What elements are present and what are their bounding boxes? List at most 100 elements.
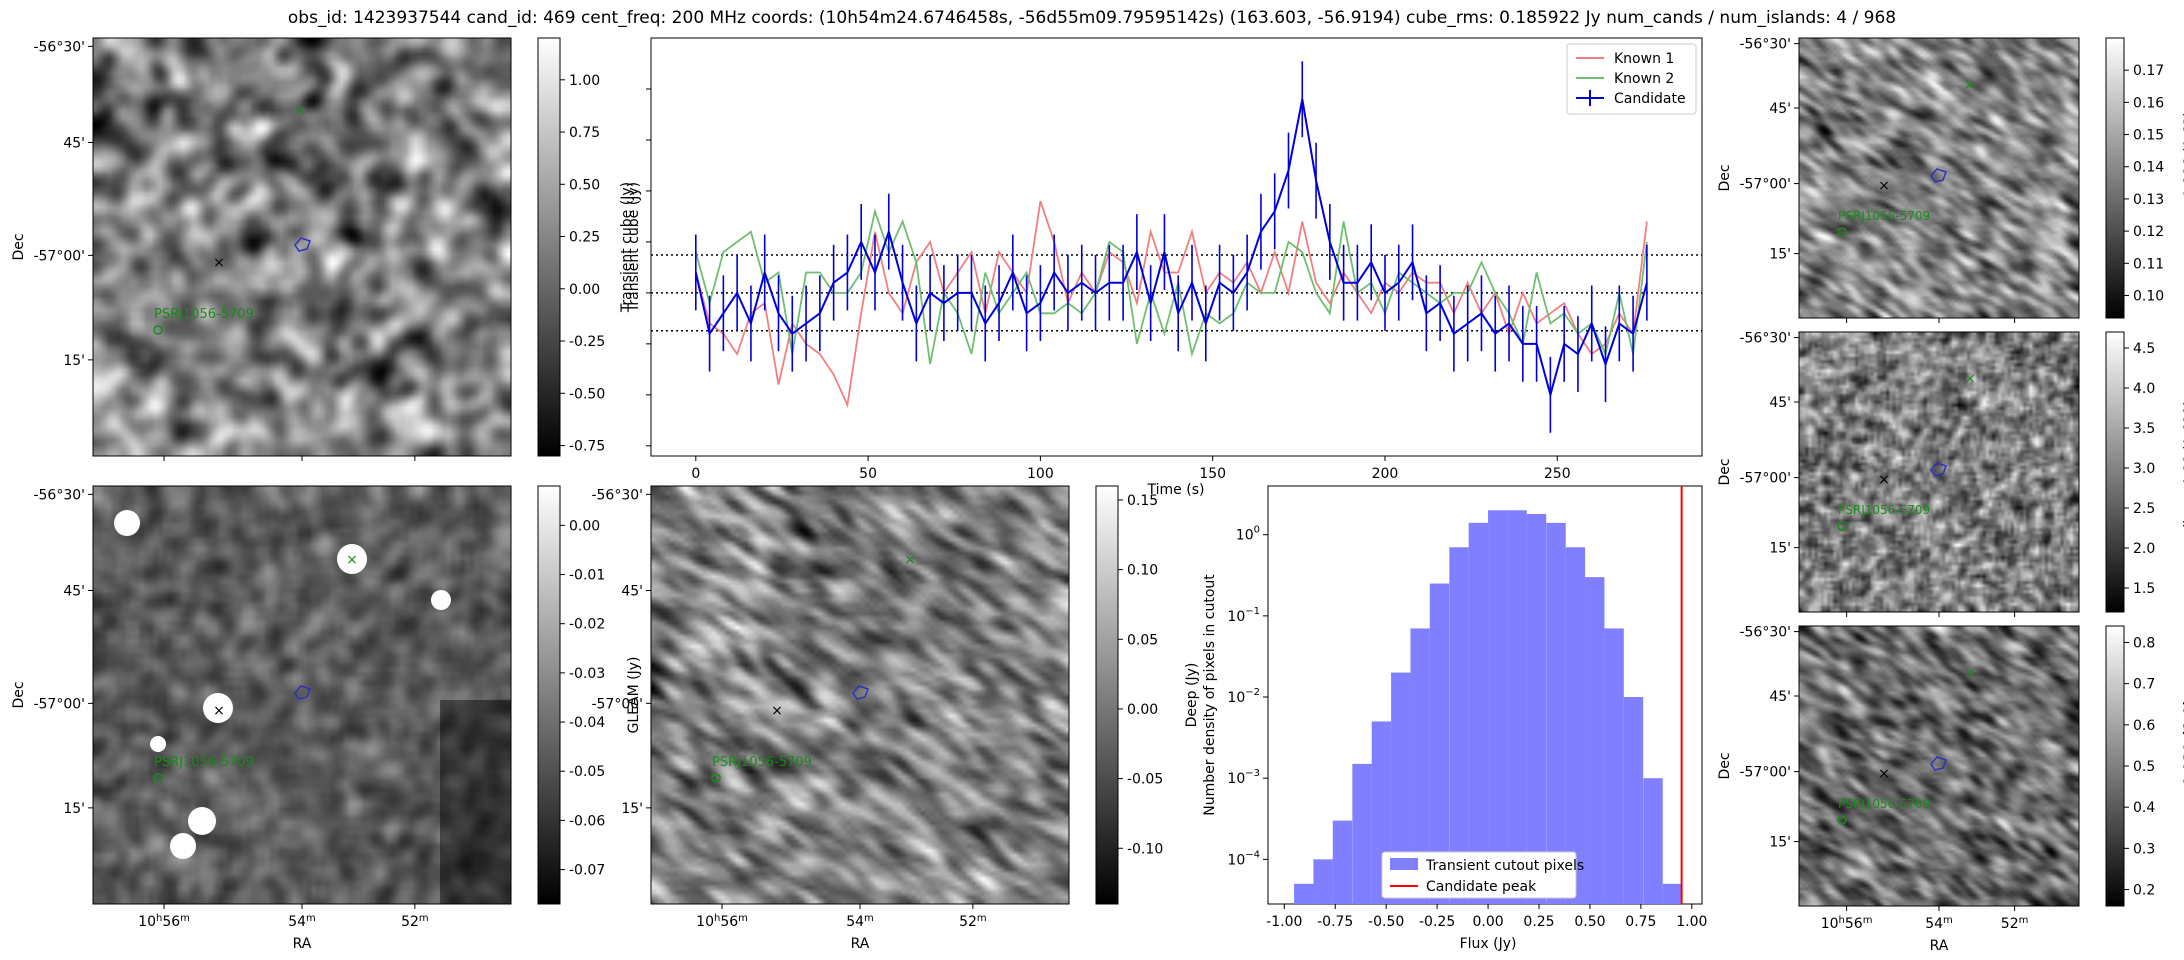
spike-panel: × PSRJ1056-5709 × -56°30' 45' -57°00' 15' Dec 4.… [1717, 331, 2184, 617]
x-tick-label: 0.00 [1472, 914, 1503, 930]
candidate-marker: × [213, 703, 225, 719]
deep-image [651, 486, 1069, 904]
colorbar-tick-label: -0.50 [569, 386, 605, 402]
spike-image [1799, 332, 2079, 612]
colorbar-tick-label: 0.75 [569, 125, 600, 141]
transient-colorbar [537, 37, 561, 457]
histogram-bar [1546, 522, 1566, 904]
candidate-marker: × [1878, 472, 1890, 488]
candidate-marker: × [1878, 766, 1890, 782]
colorbar-tick-label: -0.07 [569, 863, 605, 879]
bright-source [150, 736, 166, 752]
dec-tick-label: 15' [63, 801, 85, 817]
plot-area [650, 37, 1703, 457]
colorbar-tick-label: 1.00 [569, 73, 600, 89]
legend-label: Transient cutout pixels [1425, 858, 1584, 874]
tcg-panel: × PSRJ1056-5709 × -56°30' 45' -57°00' 15' 10h56… [1717, 625, 2184, 954]
colorbar-tick-label: 0.16 [2133, 95, 2164, 111]
colorbar-label: GLEAM (Jy) [626, 657, 642, 734]
pulsar-label: PSRJ1056-5709 [154, 755, 254, 770]
ra-tick-label: 52m [401, 913, 429, 930]
histogram-bar [1585, 577, 1605, 904]
colorbar-tick-label: 0.8 [2133, 635, 2155, 651]
dec-tick-label: 15' [63, 353, 85, 369]
colorbar-tick-label: 0.4 [2133, 800, 2155, 816]
dec-tick-label: -57°00' [1739, 765, 1791, 781]
dec-tick-label: -56°30' [33, 487, 85, 503]
dec-axis-label: Dec [1717, 458, 1733, 485]
histogram-bar [1468, 522, 1489, 904]
series-line-candidate [694, 99, 1648, 399]
colorbar-tick-label: -0.01 [569, 568, 605, 584]
colorbar-tick-label: 0.15 [1127, 493, 1158, 509]
histogram-bar [1565, 547, 1586, 904]
pulsar-label: PSRJ1056-5709 [1838, 797, 1930, 811]
transient-cutout-panel: × PSRJ1056-5709 × -56°30' 45' -57°00' 15' Dec 1.… [11, 37, 642, 461]
pulsar-marker [711, 773, 721, 783]
dec-tick-label: -56°30' [591, 487, 643, 503]
legend-box [1381, 851, 1577, 899]
histogram-bar [1391, 672, 1411, 904]
island-contour [1930, 168, 1947, 183]
x-tick-label: -1.00 [1266, 914, 1302, 930]
dec-tick-label: -56°30' [33, 39, 85, 55]
rms-colorbar [2105, 37, 2125, 319]
colorbar-tick-label: 0.25 [569, 230, 600, 246]
y-axis-label: Number density of pixels in cutout [1202, 574, 1218, 816]
gleam-image [93, 486, 511, 904]
dec-tick-label: -57°00' [33, 248, 85, 264]
ra-tick-label: 10h56m [1821, 915, 1873, 932]
x-tick-label: 50 [859, 466, 877, 482]
y-axis-label: Transient cube (Jy) [619, 182, 635, 313]
dec-tick-label: -57°00' [591, 696, 643, 712]
colorbar-tick-label: 0.00 [569, 282, 600, 298]
x-tick-label: 150 [1199, 466, 1226, 482]
known-source-marker: × [1964, 77, 1976, 93]
colorbar-tick-label: 0.15 [2133, 128, 2164, 144]
colorbar-tick-label: 0.17 [2133, 63, 2164, 79]
histogram-bar [1429, 583, 1450, 904]
deep-panel: × PSRJ1056-5709 × -56°30' 45' -57°00' 15' 10h56… [591, 485, 1200, 952]
y-tick-label: 10−3 [1227, 768, 1260, 787]
ra-axis-label: RA [293, 936, 312, 952]
histogram-bar [1449, 547, 1469, 904]
bright-source [431, 590, 451, 610]
colorbar-tick-label: -0.04 [569, 715, 605, 731]
rms-panel: × PSRJ1056-5709 × -56°30' 45' -57°00' 15' Dec 0.… [1717, 37, 2184, 323]
colorbar-tick-label: 0.11 [2133, 256, 2164, 272]
x-tick-label: -0.50 [1368, 914, 1404, 930]
colorbar-tick-label: -0.02 [569, 617, 605, 633]
colorbar-label: Transient cube (Jy) [626, 182, 642, 313]
figure-title: obs_id: 1423937544 cand_id: 469 cent_fre… [288, 8, 1896, 28]
pulsar-marker [153, 773, 163, 783]
candidate-marker: × [771, 703, 783, 719]
ra-tick-label: 54m [1925, 915, 1953, 932]
colorbar-label: spike = 4.66 (0.621) [2182, 400, 2184, 544]
known-source-marker: × [294, 103, 306, 119]
colorbar-tick-label: -0.05 [1127, 772, 1163, 788]
known-source-marker: × [904, 552, 916, 568]
dec-axis-label: Dec [1717, 164, 1733, 191]
colorbar-tick-label: -0.06 [569, 813, 605, 829]
colorbar-tick-label: 0.13 [2133, 192, 2164, 208]
island-contour [294, 237, 311, 252]
ra-tick-label: 52m [2001, 915, 2029, 932]
colorbar-tick-label: 0.14 [2133, 160, 2164, 176]
y-tick-label: 10−4 [1227, 849, 1260, 868]
colorbar-label: rms = 0.186 (0.62) [2182, 111, 2184, 245]
histogram-bar [1604, 628, 1624, 904]
x-tick-label: 100 [1027, 466, 1054, 482]
legend-label: Candidate [1614, 91, 1686, 107]
colorbar-tick-label: 0.7 [2133, 677, 2155, 693]
histogram-bar [1410, 628, 1430, 904]
histogram-bar [1313, 859, 1333, 904]
colorbar-tick-label: 0.2 [2133, 883, 2155, 899]
histogram-bar [1352, 763, 1372, 904]
dec-tick-label: -56°30' [1739, 331, 1791, 347]
colorbar-tick-label: 2.0 [2133, 541, 2155, 557]
dec-axis-label: Dec [1717, 752, 1733, 779]
ra-tick-label: 10h56m [696, 913, 748, 930]
colorbar-tick-label: 3.0 [2133, 461, 2155, 477]
x-axis-label: Flux (Jy) [1460, 936, 1517, 952]
colorbar-tick-label: -0.25 [569, 334, 605, 350]
